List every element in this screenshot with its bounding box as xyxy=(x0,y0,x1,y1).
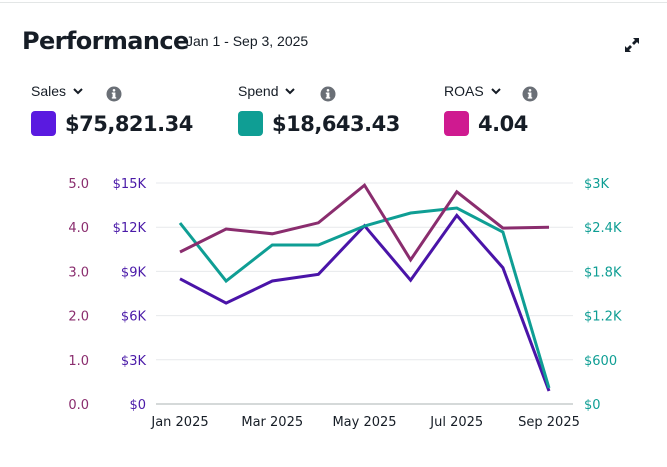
roas-axis-tick-label: 1.0 xyxy=(68,354,89,369)
spend-axis-tick-label: $3K xyxy=(584,177,610,192)
sales-axis-tick-label: $12K xyxy=(113,221,147,236)
metric-spend: Spend $18,643.43 xyxy=(238,82,400,136)
roas-axis-tick-label: 0.0 xyxy=(68,398,89,413)
info-icon[interactable] xyxy=(320,86,336,102)
page-title: Performance xyxy=(22,27,189,55)
spend-axis-tick-label: $1.2K xyxy=(584,310,622,325)
sales-axis-tick-label: $0 xyxy=(129,398,146,413)
roas-axis-tick-label: 3.0 xyxy=(68,265,89,280)
sales-color-swatch xyxy=(31,111,56,136)
sales-axis-tick-label: $15K xyxy=(113,177,147,192)
expand-arrows-icon[interactable] xyxy=(622,35,642,55)
spend-axis-tick-label: $600 xyxy=(584,354,617,369)
roas-axis-tick-label: 2.0 xyxy=(68,310,89,325)
sales-axis-tick-label: $9K xyxy=(121,265,147,280)
date-range: Jan 1 - Sep 3, 2025 xyxy=(186,33,309,49)
spend-axis-tick-label: $2.4K xyxy=(584,221,622,236)
chevron-down-icon[interactable] xyxy=(284,85,296,97)
roas-axis-tick-label: 5.0 xyxy=(68,177,89,192)
x-axis-tick-label: Mar 2025 xyxy=(241,415,303,430)
chevron-down-icon[interactable] xyxy=(490,85,502,97)
roas-color-swatch xyxy=(444,111,469,136)
metric-value: $18,643.43 xyxy=(272,111,400,136)
metric-roas: ROAS 4.04 xyxy=(444,82,538,136)
info-icon[interactable] xyxy=(522,86,538,102)
metric-sales: Sales $75,821.34 xyxy=(31,82,193,136)
metric-label[interactable]: Sales xyxy=(31,83,67,99)
spend-series-line xyxy=(178,206,551,389)
sales-series-line xyxy=(179,212,551,392)
roas-series-line xyxy=(179,182,550,263)
metric-label[interactable]: Spend xyxy=(238,83,279,99)
metric-label[interactable]: ROAS xyxy=(444,83,484,99)
spend-axis-tick-label: $0 xyxy=(584,398,601,413)
metric-value: 4.04 xyxy=(478,111,528,136)
x-axis-tick-label: Jul 2025 xyxy=(429,415,483,430)
spend-axis-tick-label: $1.8K xyxy=(584,265,622,280)
x-axis-tick-label: Sep 2025 xyxy=(518,415,580,430)
sales-axis-tick-label: $3K xyxy=(121,354,147,369)
metric-value: $75,821.34 xyxy=(65,111,193,136)
spend-color-swatch xyxy=(238,111,263,136)
sales-axis-tick-label: $6K xyxy=(121,310,147,325)
x-axis-tick-label: Jan 2025 xyxy=(150,415,208,430)
roas-axis-tick-label: 4.0 xyxy=(68,221,89,236)
chevron-down-icon[interactable] xyxy=(72,85,84,97)
info-icon[interactable] xyxy=(106,86,122,102)
top-divider xyxy=(0,2,667,3)
x-axis-tick-label: May 2025 xyxy=(332,415,396,430)
